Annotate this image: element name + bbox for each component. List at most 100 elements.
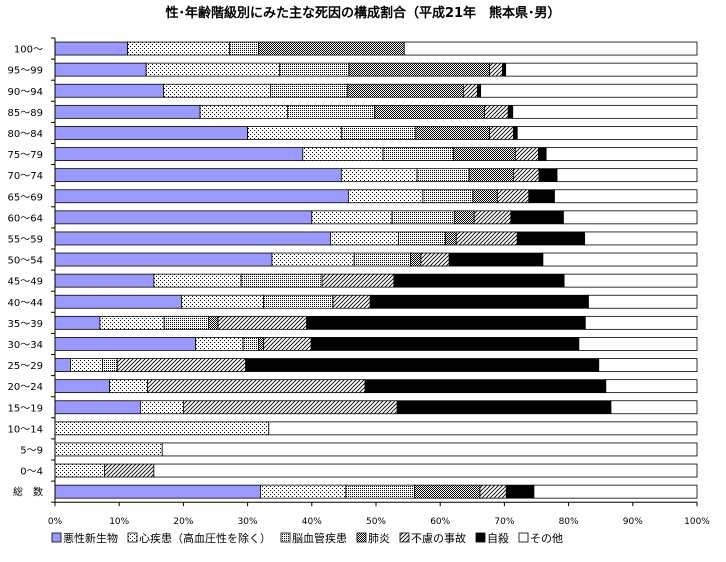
bar-segment [54, 358, 71, 372]
bar-segment [54, 62, 147, 77]
legend-swatch [356, 532, 367, 543]
x-tick-label: 50% [366, 517, 386, 527]
category-label: 35～39 [8, 319, 43, 330]
bar-segment [538, 168, 558, 183]
bar-segment [54, 231, 331, 246]
bar-segment [374, 104, 485, 119]
category-label: 10～14 [8, 424, 43, 435]
category-label: 100～ [14, 45, 43, 56]
bar-segment [302, 147, 384, 161]
x-tick-label: 100% [684, 517, 710, 527]
bar-segment [54, 104, 201, 119]
category-label: 40～44 [8, 298, 43, 309]
category-label: 30～34 [8, 340, 43, 351]
bar-segment [306, 315, 586, 330]
bar-segment [139, 400, 184, 415]
bar-segment [605, 379, 698, 394]
bar-segment [70, 358, 103, 372]
bar-segment [588, 294, 698, 309]
bar-segment [54, 252, 273, 267]
bar-segment [512, 168, 540, 183]
category-label: 90～94 [8, 87, 43, 98]
bar-segment [347, 83, 464, 98]
bar-segment [448, 252, 544, 267]
category-label: 15～19 [8, 403, 43, 414]
bar-segment [528, 189, 555, 204]
bar-segment [340, 168, 418, 183]
bar-segment [109, 379, 148, 394]
bar-segment [54, 294, 182, 309]
category-label: 70～74 [8, 171, 43, 182]
bar-segment [54, 421, 270, 436]
bar-segment [514, 147, 539, 161]
category-label: 80～84 [8, 129, 43, 140]
bar-segment [263, 294, 334, 309]
bar-segment [364, 379, 607, 394]
bar-segment [468, 168, 514, 183]
bar-segment [54, 83, 164, 98]
bar-segment [444, 231, 457, 246]
bar-segment [54, 379, 110, 394]
bar-segment [416, 168, 470, 183]
bar-segment [396, 400, 612, 415]
bar-segment [480, 83, 698, 98]
category-label: 85～89 [8, 108, 43, 119]
bar-segment [99, 315, 165, 330]
bars-layer [54, 41, 698, 499]
category-label: 75～79 [8, 150, 43, 161]
bar-segment [477, 83, 482, 98]
bar-segment [163, 83, 272, 98]
bar-segment [54, 41, 128, 56]
x-tick-label: 70% [494, 517, 514, 527]
bar-segment [54, 147, 304, 161]
bar-segment [382, 147, 455, 161]
bar-segment [260, 484, 347, 499]
bar-segment [279, 62, 350, 77]
bar-segment [578, 337, 698, 351]
bar-segment [54, 337, 197, 351]
bar-segment [240, 273, 323, 288]
bar-segment [369, 294, 589, 309]
bar-segment [455, 231, 518, 246]
bar-segment [102, 358, 118, 372]
bar-segment [340, 126, 417, 140]
legend-label: 自殺 [487, 531, 509, 545]
y-axis: 100～ 95～99 90～94 85～89 80～84 75～79 70～74 65～69 6… [8, 45, 43, 499]
bar-segment [512, 126, 518, 140]
x-tick-label: 10% [109, 517, 129, 527]
bar-segment [153, 273, 242, 288]
legend-label: 不慮の事故 [411, 531, 466, 545]
bar-segment [403, 41, 698, 56]
category-label: 45～49 [8, 277, 43, 288]
bar-segment [391, 210, 455, 225]
bar-segment [479, 484, 507, 499]
legend-label: 肺炎 [368, 532, 390, 545]
bar-segment [199, 104, 288, 119]
bar-segment [484, 104, 509, 119]
bar-segment [393, 273, 565, 288]
x-tick-label: 20% [173, 517, 193, 527]
bar-segment [554, 189, 698, 204]
bar-segment [345, 484, 415, 499]
category-label: 50～54 [8, 256, 43, 267]
category-label: 95～99 [8, 66, 43, 77]
bar-segment [54, 484, 261, 499]
legend-swatch [127, 532, 138, 543]
bar-segment [347, 189, 424, 204]
bar-segment [496, 189, 530, 204]
legend-label: 脳血管疾患 [292, 531, 347, 545]
bar-segment [512, 104, 698, 119]
bar-segment [472, 189, 498, 204]
category-label: 総 数 [13, 486, 43, 499]
bar-segment [321, 273, 395, 288]
x-tick-label: 30% [238, 517, 258, 527]
bar-segment [104, 463, 155, 478]
bar-segment [489, 62, 503, 77]
bar-segment [258, 337, 265, 351]
bar-segment [330, 231, 399, 246]
bar-segment [610, 400, 698, 415]
category-label: 55～59 [8, 234, 43, 245]
bar-segment [505, 484, 535, 499]
